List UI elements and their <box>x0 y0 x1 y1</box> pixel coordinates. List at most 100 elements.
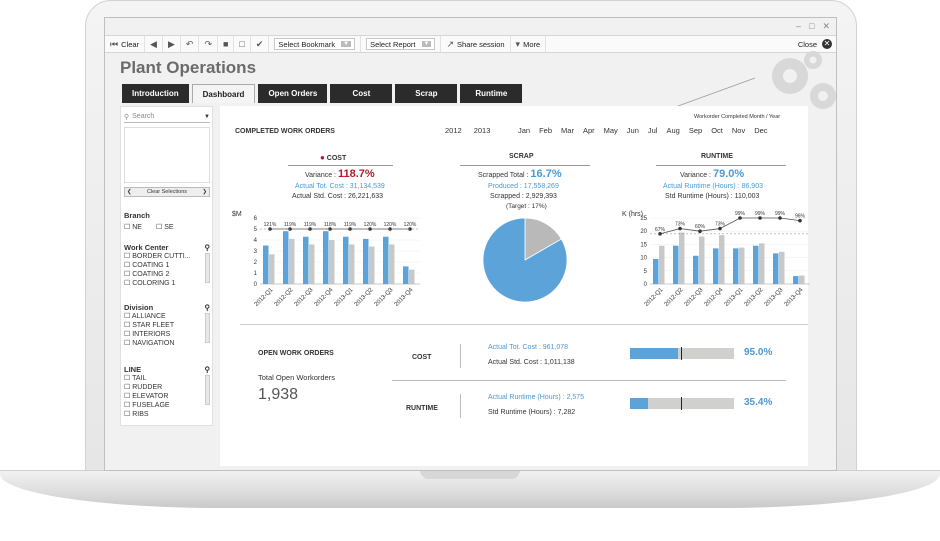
close-button[interactable]: Close ✕ <box>797 39 832 49</box>
cost-variance: Variance : 118.7% <box>305 168 375 180</box>
redo-button[interactable]: ↷ <box>199 36 218 52</box>
x-tick-label: 2012-Q3 <box>294 287 315 308</box>
x-tick-label: 2013-Q1 <box>334 287 355 308</box>
y-tick-label: 0 <box>254 282 258 288</box>
runtime-progress-track <box>630 397 734 410</box>
month-option[interactable]: Jul <box>647 126 658 135</box>
list-item[interactable]: ☐ ALLIANCE <box>124 313 166 320</box>
window-close-icon[interactable]: ✕ <box>822 21 830 31</box>
unlock-button[interactable]: □ <box>234 36 251 52</box>
month-option[interactable]: Aug <box>666 126 680 135</box>
x-tick-label: 2012-Q2 <box>274 287 295 308</box>
data-label: 121% <box>264 222 277 228</box>
month-option[interactable]: Apr <box>582 126 595 135</box>
tab-runtime[interactable]: Runtime <box>460 84 523 103</box>
data-label: 119% <box>304 222 317 228</box>
pie-slice <box>524 217 562 261</box>
bar <box>409 269 415 284</box>
filter-division: Division ⚲ ☐ ALLIANCE ☐ STAR FLEET ☐ INTE… <box>124 303 211 347</box>
bar <box>343 236 349 284</box>
forward-button[interactable]: ▶ <box>163 36 181 52</box>
tab-cost[interactable]: Cost <box>330 84 393 103</box>
list-item[interactable]: ☐ COATING 2 <box>124 271 170 278</box>
tab-dashboard[interactable]: Dashboard <box>191 84 256 103</box>
search-input[interactable]: ⚲ Search ▼ <box>124 111 210 123</box>
chevron-left-icon[interactable]: ❮ <box>127 189 132 195</box>
data-label: 120% <box>364 222 377 228</box>
gears-illustration <box>645 51 836 118</box>
list-item[interactable]: ☐ RUDDER <box>124 384 163 391</box>
share-icon: ↗ <box>446 38 455 49</box>
branch-option[interactable]: ☐ SE <box>155 224 174 231</box>
month-option[interactable]: Oct <box>711 126 723 135</box>
tab-scrap[interactable]: Scrap <box>395 84 458 103</box>
current-selections-box <box>124 127 210 183</box>
runtime-header: RUNTIME <box>701 153 733 160</box>
month-option[interactable]: Mar <box>561 126 574 135</box>
month-option[interactable]: Dec <box>754 126 768 135</box>
clear-button[interactable]: ⏮ Clear <box>105 36 146 52</box>
y-tick-label: 5 <box>644 269 648 275</box>
month-option[interactable]: Feb <box>539 126 553 135</box>
lock-button[interactable]: ■ <box>218 36 235 52</box>
chevron-right-icon[interactable]: ❯ <box>202 189 207 195</box>
y-tick-label: 15 <box>640 242 647 248</box>
search-icon: ⚲ <box>124 113 130 121</box>
clear-selections-button[interactable]: ❮ Clear Selections ❯ <box>124 187 210 197</box>
bookmark-select[interactable]: Select Bookmark ▼ <box>269 36 362 52</box>
open-work-orders-title: OPEN WORK ORDERS <box>258 350 334 357</box>
y-tick-label: 5 <box>254 227 258 233</box>
month-option[interactable]: Sep <box>688 126 703 135</box>
y-tick-label: 3 <box>254 249 258 255</box>
maximize-icon[interactable]: □ <box>809 21 815 31</box>
scrap-target: (Target : 17%) <box>506 203 547 210</box>
tab-open-orders[interactable]: Open Orders <box>258 84 328 103</box>
minimize-icon[interactable]: – <box>796 21 802 31</box>
data-label: 99% <box>755 211 766 217</box>
report-select[interactable]: Select Report ▼ <box>361 36 442 52</box>
lock-icon: ■ <box>222 39 229 49</box>
x-tick-label: 2013-Q4 <box>784 287 805 308</box>
search-icon[interactable]: ⚲ <box>204 303 211 312</box>
year-option[interactable]: 2013 <box>473 126 491 135</box>
bar <box>349 244 355 284</box>
scrollbar[interactable] <box>205 253 210 283</box>
back-button[interactable]: ◀ <box>145 36 163 52</box>
bar <box>303 236 309 284</box>
list-item[interactable]: ☐ FUSELAGE <box>124 402 170 409</box>
list-item[interactable]: ☐ STAR FLEET <box>124 322 175 329</box>
list-item[interactable]: ☐ COATING 1 <box>124 262 170 269</box>
scrollbar[interactable] <box>205 375 210 405</box>
undo-button[interactable]: ↶ <box>181 36 200 52</box>
list-item[interactable]: ☐ ELEVATOR <box>124 393 169 400</box>
month-option[interactable]: Jan <box>518 126 531 135</box>
list-item[interactable]: ☐ INTERIORS <box>124 331 171 338</box>
search-icon[interactable]: ⚲ <box>204 243 211 252</box>
more-button[interactable]: ▾ More <box>511 36 547 52</box>
month-option[interactable]: Nov <box>731 126 746 135</box>
y-tick-label: 1 <box>254 271 258 277</box>
list-item[interactable]: ☐ BORDER CUTTI... <box>124 253 191 260</box>
list-item[interactable]: ☐ NAVIGATION <box>124 340 175 347</box>
branch-option[interactable]: ☐ NE <box>124 224 142 231</box>
bar <box>679 232 685 284</box>
scrollbar[interactable] <box>205 313 210 343</box>
list-item[interactable]: ☐ TAIL <box>124 375 147 382</box>
month-option[interactable]: May <box>603 126 618 135</box>
search-icon[interactable]: ⚲ <box>204 365 211 374</box>
x-tick-label: 2013-Q4 <box>394 287 415 308</box>
total-open-label: Total Open Workorders <box>258 373 335 382</box>
bar <box>719 235 725 284</box>
confirm-button[interactable]: ✔ <box>251 36 270 52</box>
bar <box>369 246 375 284</box>
month-option[interactable]: Jun <box>626 126 639 135</box>
list-item[interactable]: ☐ RIBS <box>124 411 149 418</box>
bar <box>759 243 765 284</box>
page-title: Plant Operations <box>120 58 257 77</box>
share-session-button[interactable]: ↗ Share session <box>441 36 511 52</box>
bar <box>733 248 739 284</box>
bar <box>653 258 659 284</box>
year-option[interactable]: 2012 <box>445 126 462 135</box>
list-item[interactable]: ☐ COLORING 1 <box>124 280 176 287</box>
tab-introduction[interactable]: Introduction <box>122 84 189 103</box>
